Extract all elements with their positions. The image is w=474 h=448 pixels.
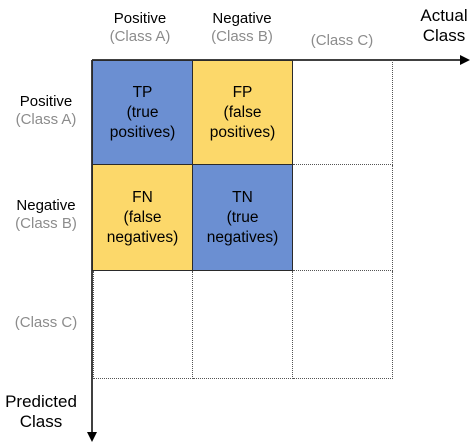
cell-empty-b-c	[293, 165, 393, 271]
cell-empty-c-c	[293, 271, 393, 379]
column-header-class-a: Positive (Class A)	[90, 10, 190, 46]
actual-class-title-line2: Class	[422, 26, 466, 45]
column-header-main: Negative	[212, 10, 272, 27]
row-header-sub: (Class B)	[15, 215, 77, 232]
cell-empty-c-b	[193, 271, 293, 379]
cell-desc-line2: negatives)	[206, 228, 279, 246]
row-header-class-b: Negative (Class B)	[0, 197, 92, 233]
predicted-class-title-line1: Predicted	[5, 392, 77, 411]
cell-abbr: FP	[232, 83, 253, 101]
cell-abbr: TP	[132, 83, 153, 101]
column-header-sub: (Class B)	[211, 28, 273, 45]
actual-axis-arrowhead	[460, 55, 470, 65]
cell-desc-line2: positives)	[209, 123, 276, 141]
cell-desc-line1: (true	[226, 208, 259, 226]
cell-desc-line2: negatives)	[106, 228, 179, 246]
cell-empty-c-a	[93, 271, 193, 379]
predicted-class-title: Predicted Class	[0, 392, 82, 432]
cell-desc-line2: positives)	[109, 123, 176, 141]
cell-abbr: FN	[132, 188, 153, 206]
cell-false-positives: FP (false positives)	[192, 60, 293, 165]
row-header-class-a: Positive (Class A)	[0, 93, 92, 129]
cell-desc-line1: (false	[223, 103, 262, 121]
cell-desc-line1: (true	[126, 103, 159, 121]
cell-empty-a-c	[293, 60, 393, 165]
row-header-sub: (Class C)	[14, 314, 78, 331]
column-header-class-b: Negative (Class B)	[192, 10, 292, 46]
column-header-sub: (Class A)	[109, 28, 171, 45]
cell-true-negatives: TN (true negatives)	[192, 164, 293, 271]
cell-abbr: TN	[232, 188, 253, 206]
column-header-class-c: (Class C)	[292, 32, 392, 50]
cell-false-negatives: FN (false negatives)	[92, 164, 193, 271]
row-header-class-c: (Class C)	[0, 314, 92, 332]
actual-class-title-line1: Actual	[420, 6, 468, 25]
row-header-main: Positive	[19, 93, 73, 110]
cell-true-positives: TP (true positives)	[92, 60, 193, 165]
column-header-main: Positive	[113, 10, 167, 27]
column-header-sub: (Class C)	[310, 32, 374, 49]
predicted-axis-arrowhead	[87, 432, 97, 442]
predicted-class-title-line2: Class	[19, 412, 63, 431]
row-header-sub: (Class A)	[15, 111, 77, 128]
actual-class-title: Actual Class	[416, 6, 472, 46]
row-header-main: Negative	[16, 197, 76, 214]
cell-desc-line1: (false	[123, 208, 162, 226]
